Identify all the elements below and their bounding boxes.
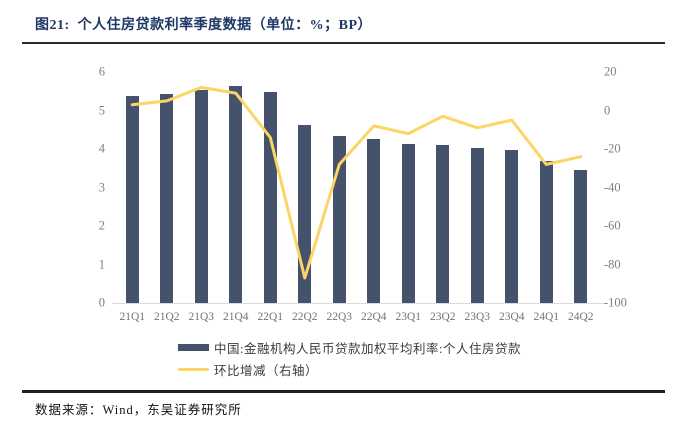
x-axis-tick: 22Q1 bbox=[257, 311, 284, 323]
bar-24Q1 bbox=[539, 160, 553, 303]
y-axis-right-tick: -80 bbox=[604, 257, 621, 271]
bar-22Q3 bbox=[332, 135, 346, 303]
footer-divider bbox=[22, 390, 665, 393]
x-axis-tick: 22Q4 bbox=[360, 311, 387, 323]
y-axis-right-tick: 20 bbox=[604, 64, 617, 79]
bar-23Q4 bbox=[505, 150, 519, 303]
x-axis-tick: 23Q2 bbox=[429, 311, 456, 323]
bar-21Q3 bbox=[194, 89, 208, 303]
bar-22Q2 bbox=[298, 125, 312, 303]
x-axis-tick: 23Q4 bbox=[498, 311, 525, 323]
x-axis-tick: 21Q3 bbox=[188, 311, 215, 323]
bar-22Q1 bbox=[263, 91, 277, 303]
y-axis-right-tick: -100 bbox=[604, 295, 627, 310]
y-axis-right-tick: -40 bbox=[604, 180, 621, 194]
x-axis-tick: 22Q2 bbox=[291, 311, 318, 323]
data-source: 数据来源：Wind，东吴证券研究所 bbox=[35, 403, 242, 417]
y-axis-right-tick: -60 bbox=[604, 218, 621, 233]
title-divider bbox=[22, 42, 665, 44]
x-axis-line bbox=[112, 303, 604, 304]
x-axis-tick: 21Q1 bbox=[119, 311, 146, 323]
bar-22Q4 bbox=[367, 138, 381, 303]
x-axis-tick: 23Q3 bbox=[464, 311, 491, 323]
x-axis-tick: 22Q3 bbox=[326, 311, 353, 323]
bar-21Q1 bbox=[125, 96, 139, 303]
x-axis-tick: 23Q1 bbox=[395, 311, 422, 323]
legend-label-bar: 中国:金融机构人民币贷款加权平均利率:个人住房贷款 bbox=[214, 341, 521, 356]
legend: 中国:金融机构人民币贷款加权平均利率:个人住房贷款 环比增减（右轴） bbox=[178, 336, 521, 380]
x-axis-tick: 24Q2 bbox=[567, 311, 594, 323]
legend-swatch-bar-icon bbox=[178, 343, 209, 351]
y-axis-left-tick: 6 bbox=[98, 64, 105, 79]
legend-label-line: 环比增减（右轴） bbox=[214, 363, 319, 378]
bar-23Q1 bbox=[401, 143, 415, 303]
x-axis-tick: 24Q1 bbox=[533, 311, 560, 323]
y-axis-right-tick: 0 bbox=[604, 103, 611, 117]
bar-23Q3 bbox=[470, 148, 484, 303]
chart-area: 6 5 4 3 2 1 0 20 0 -20 -40 -60 -80 -100 21Q1 21Q2 21Q3… bbox=[0, 55, 686, 345]
y-axis-left-tick: 4 bbox=[98, 141, 105, 156]
y-axis-left-tick: 5 bbox=[98, 103, 105, 117]
x-axis-tick: 21Q4 bbox=[222, 311, 249, 323]
x-axis-tick: 21Q2 bbox=[153, 311, 180, 323]
legend-item-line: 环比增减（右轴） bbox=[178, 358, 521, 380]
y-axis-right-tick: -20 bbox=[604, 141, 621, 156]
bar-23Q2 bbox=[436, 144, 450, 303]
y-axis-left-tick: 2 bbox=[98, 218, 105, 233]
y-axis-left-tick: 3 bbox=[98, 180, 105, 194]
bar-21Q2 bbox=[160, 94, 174, 303]
y-axis-left-tick: 0 bbox=[98, 295, 105, 310]
bar-24Q2 bbox=[574, 170, 588, 303]
legend-swatch-line-icon bbox=[178, 367, 209, 371]
y-axis-left-tick: 1 bbox=[98, 257, 105, 271]
bar-21Q4 bbox=[229, 86, 243, 303]
page-title: 图21: 个人住房贷款利率季度数据（单位：%；BP） bbox=[35, 18, 373, 33]
legend-item-bar: 中国:金融机构人民币贷款加权平均利率:个人住房贷款 bbox=[178, 336, 521, 358]
